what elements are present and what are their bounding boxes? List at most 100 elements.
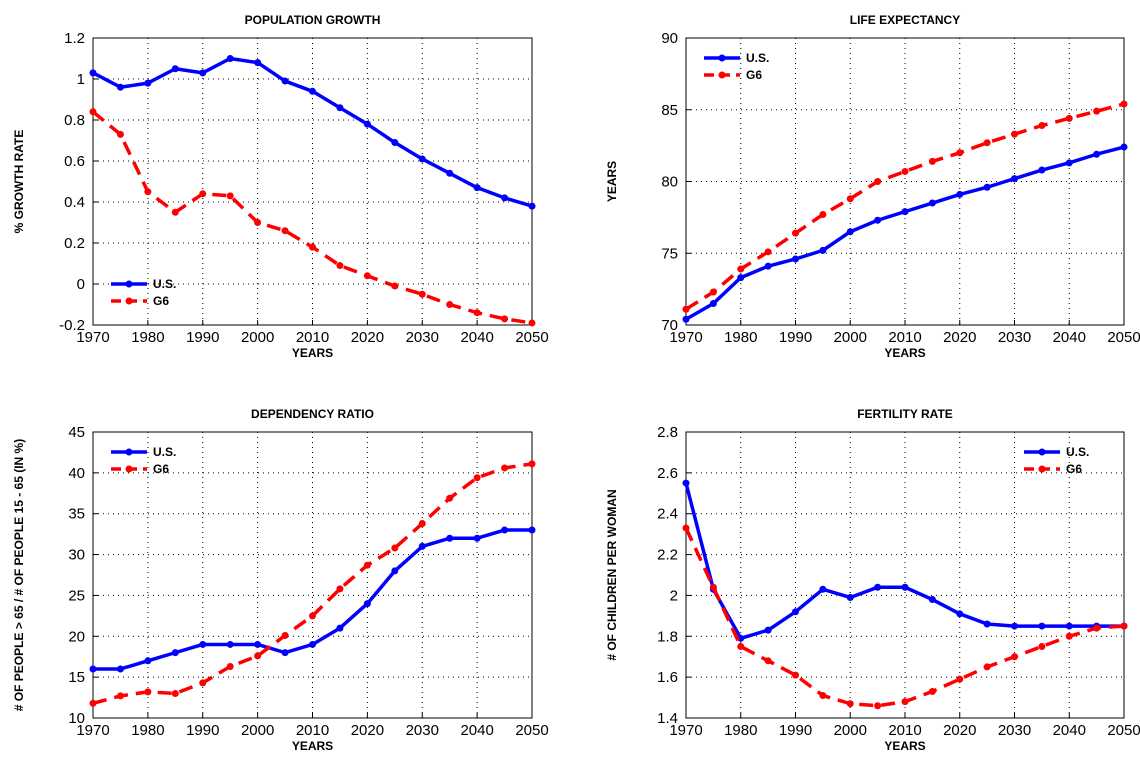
x-tick-label: 1980 xyxy=(131,722,164,739)
data-point xyxy=(737,265,745,273)
data-point xyxy=(171,649,179,657)
y-tick-label: 0.6 xyxy=(64,153,85,170)
y-tick-label: 20 xyxy=(68,628,85,645)
x-tick-label: 2030 xyxy=(406,329,439,346)
y-tick-label: 70 xyxy=(661,317,678,334)
x-tick-label: 2050 xyxy=(515,722,548,739)
y-tick-label: 85 xyxy=(661,102,678,119)
series-line xyxy=(684,482,1124,641)
y-tick-label: 30 xyxy=(68,547,85,564)
data-point xyxy=(116,83,124,91)
data-point xyxy=(1038,166,1046,174)
chart-title: FERTILITY RATE xyxy=(857,407,953,421)
data-point xyxy=(391,544,399,552)
data-point xyxy=(336,104,344,112)
data-point xyxy=(983,620,991,628)
data-point xyxy=(281,649,289,657)
y-tick-label: 1.4 xyxy=(657,710,678,727)
data-point xyxy=(928,199,936,207)
plot-frame xyxy=(685,37,1125,326)
data-point xyxy=(928,687,936,695)
y-tick-label: 15 xyxy=(68,669,85,686)
y-tick-label: 1 xyxy=(77,71,85,88)
data-point xyxy=(792,671,799,679)
data-point xyxy=(819,211,827,219)
x-tick-label: 1990 xyxy=(186,722,219,739)
data-point xyxy=(846,195,854,203)
data-point xyxy=(956,190,964,198)
x-tick-label: 2010 xyxy=(888,329,921,346)
data-point xyxy=(501,315,509,323)
data-point xyxy=(226,640,234,648)
y-tick-label: 1.8 xyxy=(657,628,678,645)
data-point xyxy=(901,698,909,706)
data-point xyxy=(446,169,454,177)
data-point xyxy=(682,524,690,532)
chart-title: POPULATION GROWTH xyxy=(245,13,381,27)
data-point xyxy=(983,183,991,191)
data-point xyxy=(116,130,124,138)
x-tick-label: 1980 xyxy=(724,329,757,346)
data-point xyxy=(1011,175,1018,183)
data-point xyxy=(363,600,371,608)
data-point xyxy=(391,139,399,147)
data-point xyxy=(473,184,481,192)
x-tick-label: 1980 xyxy=(724,722,757,739)
x-tick-label: 2020 xyxy=(943,329,976,346)
series-line xyxy=(93,528,532,671)
x-tick-label: 1970 xyxy=(669,329,702,346)
y-tick-label: -0.2 xyxy=(59,317,85,334)
data-point xyxy=(446,301,454,308)
data-point xyxy=(846,228,854,236)
data-point xyxy=(391,567,399,575)
data-point xyxy=(363,120,371,128)
data-point xyxy=(254,652,262,660)
data-point xyxy=(309,87,316,95)
data-point xyxy=(764,262,772,270)
y-tick-label: 0.4 xyxy=(64,194,85,211)
data-point xyxy=(144,79,152,87)
data-point xyxy=(764,248,772,256)
data-point xyxy=(89,699,97,707)
legend-label: G6 xyxy=(153,294,169,308)
data-point xyxy=(446,534,454,542)
data-point xyxy=(709,299,717,307)
data-point xyxy=(363,272,371,280)
x-tick-label: 2030 xyxy=(998,722,1031,739)
data-point xyxy=(1093,150,1101,158)
data-point xyxy=(309,243,316,251)
y-tick-label: 40 xyxy=(68,465,85,482)
chart-panel: 1970 1980 1990 2000 2010 2020 2030 2040 2050 1.4 1… xyxy=(605,407,1140,753)
x-tick-label: 2040 xyxy=(1053,329,1086,346)
y-tick-label: 45 xyxy=(68,424,85,441)
data-point xyxy=(144,657,152,665)
data-point xyxy=(418,290,426,298)
y-tick-label: 0.2 xyxy=(64,235,85,252)
x-tick-label: 1990 xyxy=(779,722,812,739)
legend-marker xyxy=(718,71,726,79)
series-line xyxy=(685,102,1125,311)
data-point xyxy=(144,188,152,196)
data-point xyxy=(89,665,97,673)
x-tick-label: 1990 xyxy=(779,329,812,346)
x-tick-label: 2030 xyxy=(406,722,439,739)
data-point xyxy=(901,208,909,216)
data-point xyxy=(792,255,799,263)
x-tick-label: 1970 xyxy=(669,722,702,739)
x-tick-label: 2040 xyxy=(1053,722,1086,739)
y-tick-label: 0 xyxy=(77,276,85,293)
data-point xyxy=(874,178,882,185)
x-tick-label: 1980 xyxy=(131,329,164,346)
data-point xyxy=(528,202,536,210)
data-point xyxy=(171,65,179,73)
x-tick-label: 1970 xyxy=(76,722,109,739)
legend-marker xyxy=(125,448,133,456)
data-point xyxy=(737,274,745,282)
data-point xyxy=(336,585,344,593)
y-axis-label: % GROWTH RATE xyxy=(12,130,26,234)
data-point xyxy=(528,526,536,534)
data-point xyxy=(281,631,289,639)
data-point xyxy=(116,665,124,673)
y-axis-label: # OF CHILDREN PER WOMAN xyxy=(605,489,619,660)
data-point xyxy=(528,460,536,468)
